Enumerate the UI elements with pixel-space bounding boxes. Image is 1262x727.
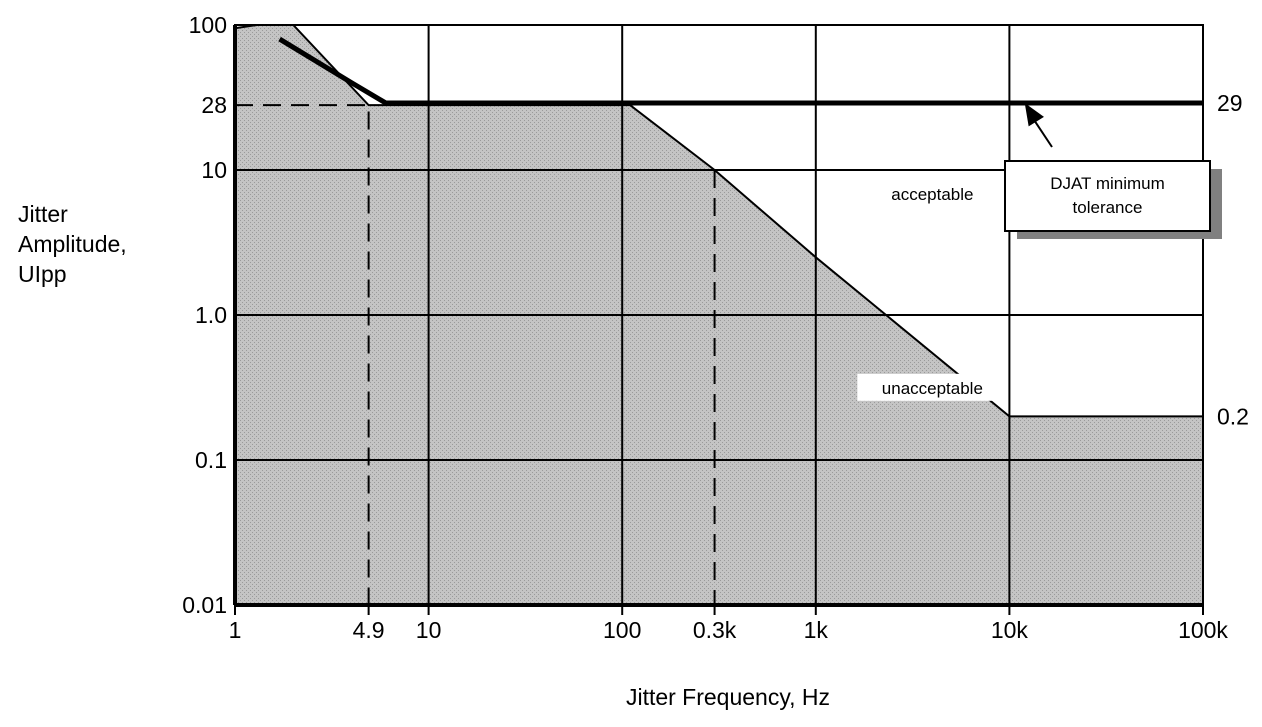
x-tick-label: 100k: [1178, 617, 1228, 643]
y-axis-title-line-1: Jitter: [18, 201, 68, 227]
x-tick-label: 10: [416, 617, 442, 643]
callout-box: [1004, 160, 1211, 232]
y-tick-label: 10: [201, 157, 227, 183]
unacceptable-label-bg: [857, 373, 1008, 401]
y-tick-label: 100: [189, 12, 227, 38]
y-tick-label: 1.0: [195, 302, 227, 328]
y-tick-label: 0.1: [195, 447, 227, 473]
region-label-unacceptable: unacceptable: [882, 379, 983, 398]
x-tick-label: 100: [603, 617, 641, 643]
y-axis-title-line-3: UIpp: [18, 261, 67, 287]
x-tick-label: 10k: [991, 617, 1029, 643]
right-value-label: 0.2: [1217, 403, 1249, 429]
region-label-acceptable: acceptable: [891, 185, 973, 204]
y-axis-title: Jitter Amplitude, UIpp: [18, 201, 133, 287]
y-tick-label: 28: [201, 92, 227, 118]
callout-text-line: DJAT minimum: [1050, 174, 1165, 193]
x-tick-label: 4.9: [353, 617, 385, 643]
callout-text-line: tolerance: [1073, 198, 1143, 217]
y-axis-title-line-2: Amplitude,: [18, 231, 127, 257]
callout-arrow-head: [1024, 102, 1044, 127]
guide-line-dashed: [235, 104, 370, 605]
x-tick-label: 0.3k: [693, 617, 737, 643]
x-tick-label: 1k: [804, 617, 829, 643]
djat-tolerance-line: [278, 36, 1203, 106]
x-tick-label: 1: [229, 617, 242, 643]
right-value-label: 29: [1217, 90, 1243, 116]
y-tick-label: 0.01: [182, 592, 227, 618]
x-axis-title: Jitter Frequency, Hz: [626, 684, 830, 710]
